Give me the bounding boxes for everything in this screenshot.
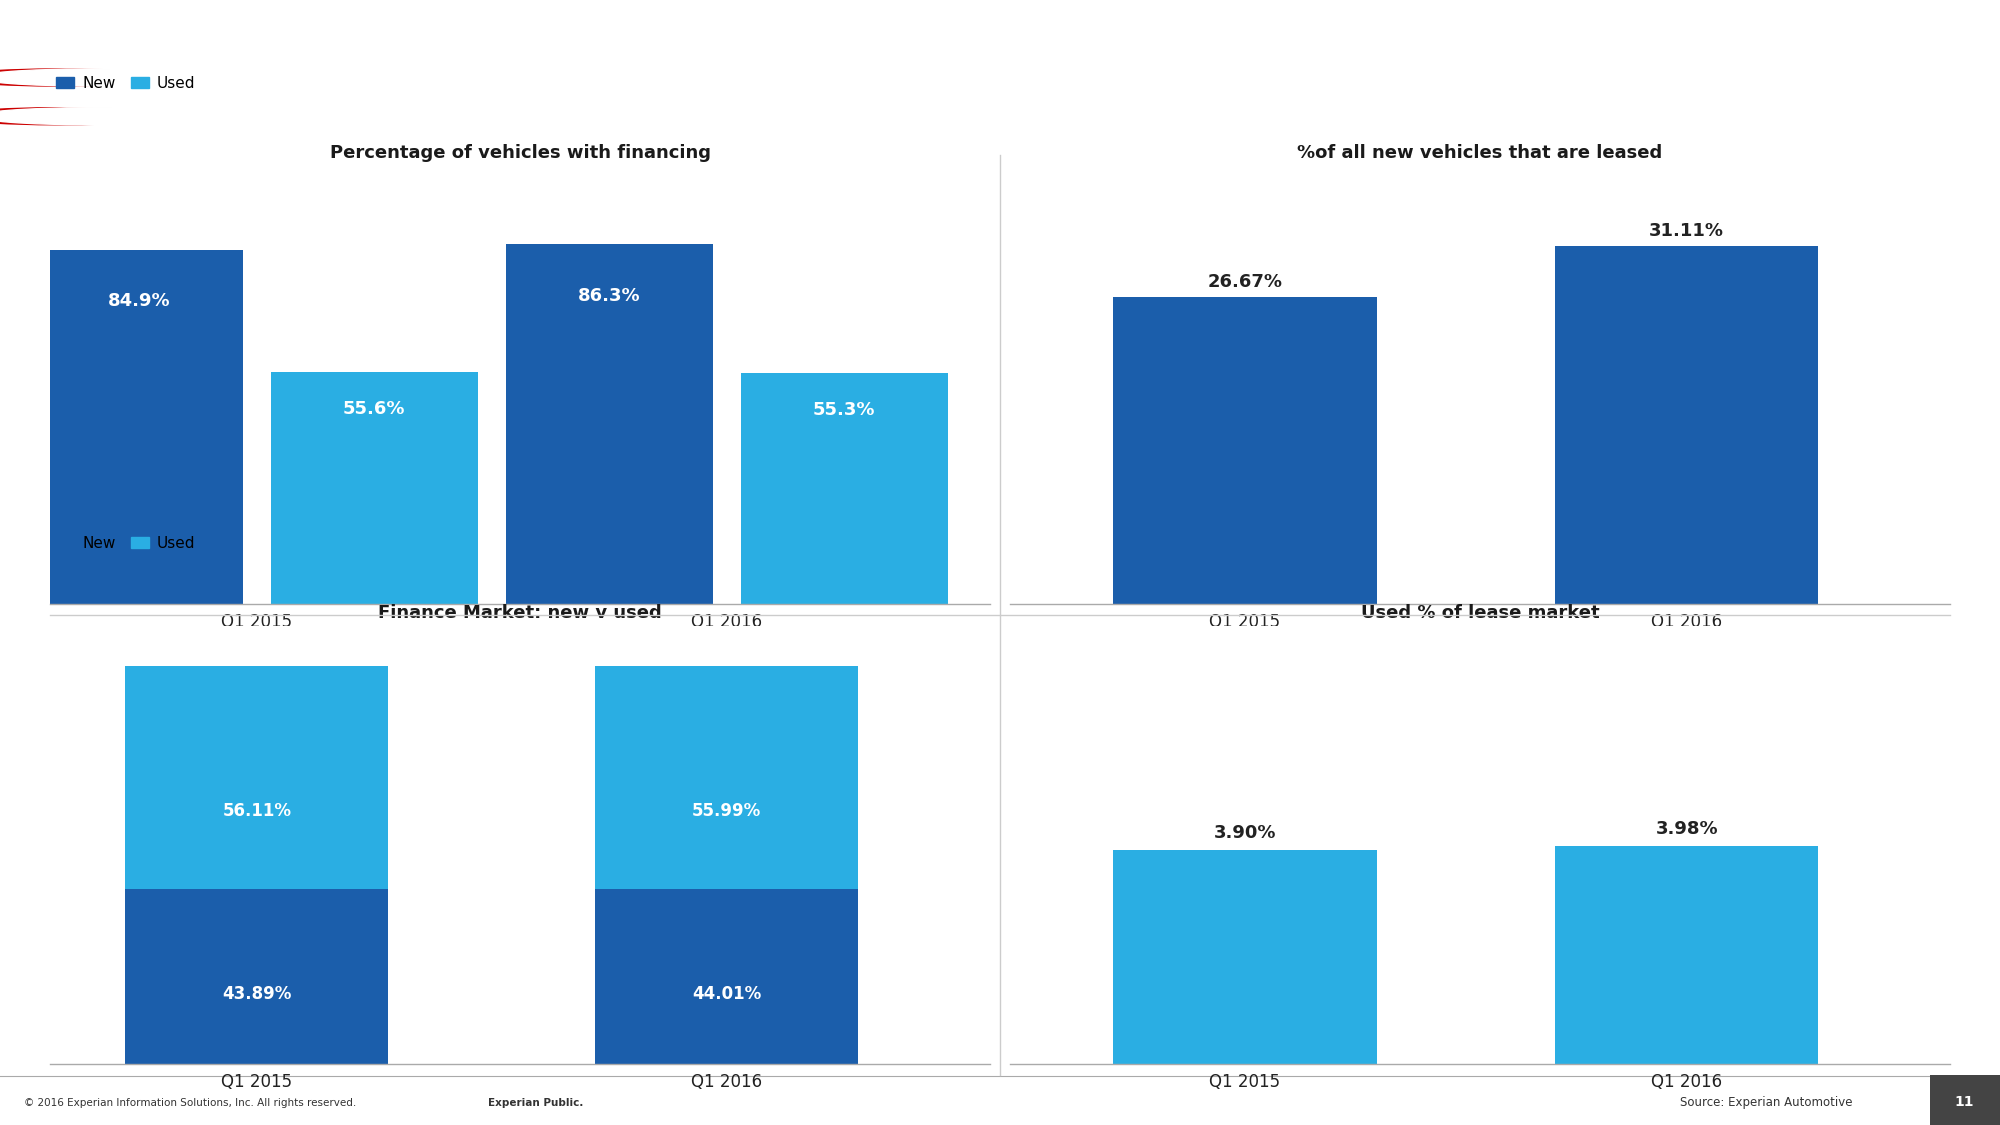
Circle shape [0, 30, 170, 47]
Title: Used % of lease market: Used % of lease market [1360, 604, 1600, 622]
Text: © 2016 Experian Information Solutions, Inc. All rights reserved.: © 2016 Experian Information Solutions, I… [24, 1098, 356, 1107]
Bar [126, 889, 388, 1064]
Circle shape [0, 69, 170, 86]
Legend: New, Used: New, Used [50, 70, 202, 97]
Text: 31.11%: 31.11% [1650, 222, 1724, 240]
Text: 55.99%: 55.99% [692, 802, 762, 820]
Title: %of all new vehicles that are leased: %of all new vehicles that are leased [1298, 144, 1662, 162]
Circle shape [6, 30, 226, 47]
Text: 43.89%: 43.89% [222, 984, 292, 1002]
Text: Source: Experian Automotive: Source: Experian Automotive [1680, 1096, 1852, 1109]
Circle shape [6, 69, 226, 86]
Text: 84.9%: 84.9% [108, 292, 170, 310]
Text: 55.6%: 55.6% [344, 399, 406, 417]
Bar [596, 666, 858, 889]
Bar [126, 666, 388, 889]
Circle shape [0, 108, 170, 125]
Bar [270, 372, 478, 604]
Bar [740, 374, 948, 604]
Bar [1556, 846, 1818, 1064]
Text: 56.11%: 56.11% [222, 802, 292, 820]
Text: 86.3%: 86.3% [578, 287, 640, 305]
Legend: New, Used: New, Used [50, 530, 202, 557]
Circle shape [0, 30, 198, 47]
Text: 11: 11 [1954, 1096, 1974, 1109]
Title: Percentage of vehicles with financing: Percentage of vehicles with financing [330, 144, 710, 162]
Bar [596, 889, 858, 1064]
Bar [1930, 1076, 2000, 1125]
Text: 26.67%: 26.67% [1208, 273, 1282, 291]
Bar [1114, 850, 1376, 1064]
Title: Finance Market: new v used: Finance Market: new v used [378, 604, 662, 622]
Circle shape [0, 69, 198, 86]
Text: Automotive financing: snapshot of how and what consumers: Automotive financing: snapshot of how an… [156, 32, 1440, 68]
Text: 44.01%: 44.01% [692, 984, 762, 1002]
Text: 3.90%: 3.90% [1214, 825, 1276, 843]
Text: 3.98%: 3.98% [1656, 820, 1718, 838]
Bar [36, 250, 242, 604]
Text: Experian Public.: Experian Public. [488, 1098, 584, 1107]
Text: 55.3%: 55.3% [814, 400, 876, 418]
Bar [1114, 297, 1376, 604]
Bar [1556, 245, 1818, 604]
Text: are financing: are financing [156, 93, 434, 129]
Circle shape [0, 108, 198, 125]
Bar [506, 244, 712, 604]
Circle shape [6, 108, 226, 125]
